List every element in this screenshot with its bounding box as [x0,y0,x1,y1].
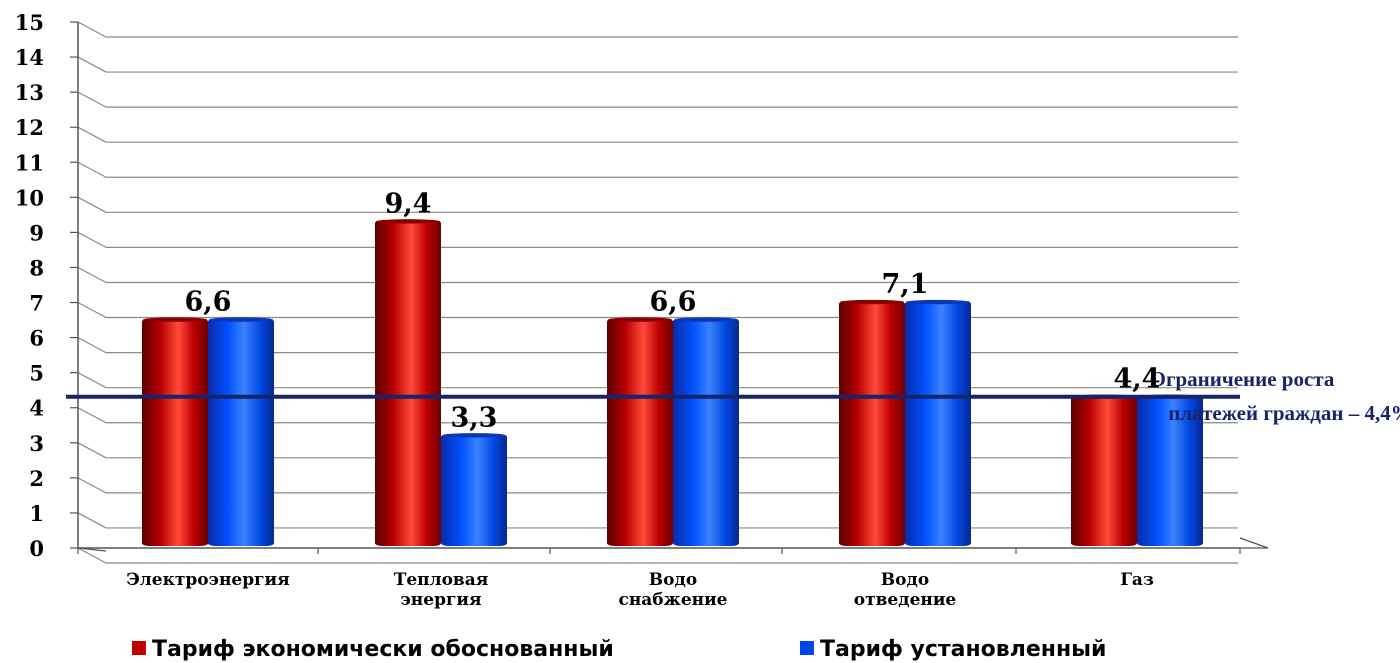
floor-right-edge [1239,537,1269,549]
bar-set [673,318,739,546]
data-label: 6,6 [185,287,232,318]
y-tick-label: 13 [15,80,44,105]
x-category-label: Водо [881,570,929,590]
y-tick-label: 8 [29,255,44,280]
limit-label: платежей граждан – 4,4% [1168,401,1400,425]
gridline-side [77,372,107,389]
y-tick-label: 1 [29,501,44,526]
bar-set [905,301,971,546]
gridline-side [77,547,107,564]
bar-top-cap [376,219,440,224]
bar-top-cap [442,433,506,438]
legend-label-set: Тариф установленный [820,637,1106,662]
y-tick-label: 7 [29,291,44,316]
data-label: 3,3 [451,402,498,433]
bar-economic [1071,395,1137,546]
bar-top-cap [143,317,207,322]
gridline-side [77,442,107,459]
gridline-side [77,91,107,108]
y-tick-label: 11 [15,150,44,175]
bar-top-cap [840,299,904,305]
gridline-side [77,407,107,424]
bar-set [441,434,507,546]
gridline-side [77,21,107,38]
data-label: 6,6 [650,287,697,318]
limit-label: Ограничение роста [1150,367,1335,391]
gridline-side [77,161,107,178]
y-tick-label: 2 [29,466,44,491]
bar-top-cap [906,299,970,305]
data-label: 4,4 [1114,364,1161,395]
y-tick-label: 0 [29,536,44,561]
y-tick-label: 15 [15,10,44,35]
bar-top-cap [674,317,738,322]
bar-economic [607,318,673,546]
bar-economic [375,220,441,546]
bar-economic [142,318,208,546]
data-label: 7,1 [882,269,929,300]
x-category-label: Тепловая [394,570,489,590]
legend-swatch-set [800,641,814,655]
gridline-side [77,196,107,213]
bar-top-cap [209,317,273,322]
y-tick-label: 10 [15,185,44,210]
y-tick-label: 4 [29,396,44,421]
bar-economic [839,301,905,546]
x-category-label: энергия [400,590,481,610]
gridline-side [77,266,107,283]
y-tick-label: 5 [29,361,44,386]
legend-label-economic: Тариф экономически обоснованный [152,637,614,662]
bar-set [208,318,274,546]
gridline-side [77,302,107,319]
x-category-label: Газ [1120,570,1154,590]
gridline-side [77,337,107,354]
bar-set [1137,395,1203,546]
gridline-side [77,231,107,248]
legend-swatch-economic [132,641,146,655]
gridline-side [77,56,107,73]
y-tick-label: 12 [15,115,44,140]
y-tick-label: 3 [29,431,44,456]
x-category-label: снабжение [619,590,728,610]
gridline-side [77,512,107,529]
x-category-label: Электроэнергия [126,570,289,590]
y-tick-label: 6 [29,326,44,351]
bar-top-cap [608,317,672,322]
x-category-label: отведение [854,590,957,610]
x-category-label: Водо [649,570,697,590]
y-tick-label: 14 [15,45,44,70]
data-label: 9,4 [385,188,432,219]
y-tick-label: 9 [29,220,44,245]
gridline-side [77,126,107,143]
gridline-side [77,477,107,494]
